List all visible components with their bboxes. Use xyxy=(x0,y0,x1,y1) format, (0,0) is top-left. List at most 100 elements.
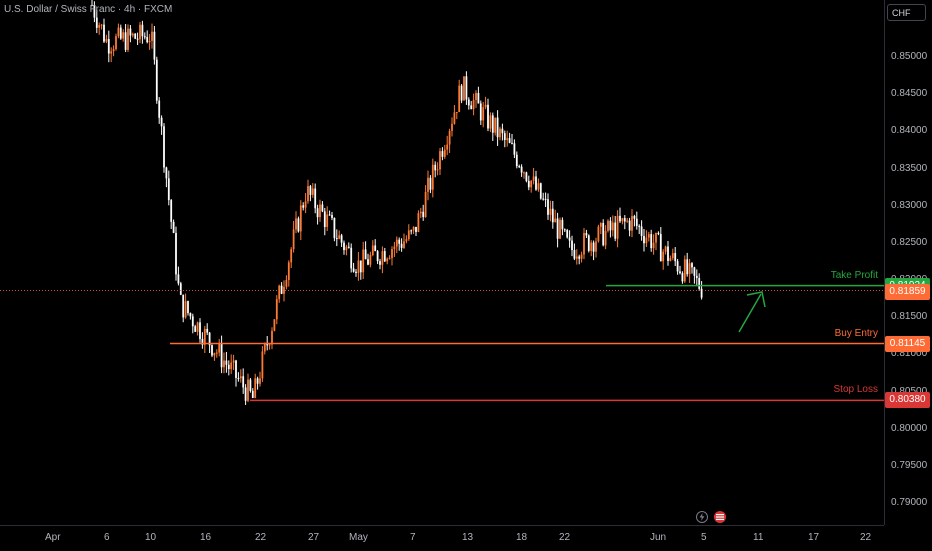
candle-body xyxy=(662,251,665,262)
candle-body xyxy=(203,328,206,345)
candle-body xyxy=(659,234,662,262)
candle-body xyxy=(170,200,173,222)
candle-body xyxy=(669,258,672,261)
candle-body xyxy=(146,37,149,43)
candle-body xyxy=(271,330,273,345)
candle-body xyxy=(328,214,331,216)
candle-body xyxy=(475,92,477,100)
candle-body xyxy=(376,251,379,262)
candle-body xyxy=(335,238,338,240)
time-tick-label: Jun xyxy=(650,532,667,543)
candle-body xyxy=(100,24,103,26)
candle-body xyxy=(585,233,588,236)
candle-body xyxy=(465,76,468,100)
candle-body xyxy=(479,103,482,121)
stop-loss-label[interactable]: Stop Loss xyxy=(833,384,878,396)
us-flag-icon[interactable] xyxy=(714,511,726,523)
candle-body xyxy=(122,32,125,39)
candle-body xyxy=(184,301,187,318)
time-scale[interactable]: Apr 6 10 16 22 27 May 7 13 18 22 Jun 5 11 17 22 xyxy=(0,525,884,551)
candle-body xyxy=(256,378,259,384)
candle-body xyxy=(628,220,631,231)
candle-body xyxy=(695,275,698,278)
candle-body xyxy=(499,128,501,138)
candle-body xyxy=(215,352,218,354)
candle-body xyxy=(633,216,636,219)
candle-body xyxy=(290,249,293,263)
time-tick-label: 6 xyxy=(104,532,110,543)
candle-body xyxy=(292,229,295,250)
candle-body xyxy=(263,344,266,352)
candle-body xyxy=(314,188,317,209)
candle-body xyxy=(655,232,657,243)
price-tick-label: 0.79000 xyxy=(891,497,928,508)
candle-body xyxy=(112,49,115,52)
price-tick-label: 0.82500 xyxy=(891,236,928,248)
candle-body xyxy=(525,172,528,181)
candle-body xyxy=(206,328,209,333)
candle-body xyxy=(537,183,540,190)
candle-body xyxy=(242,376,245,388)
candle-body xyxy=(395,239,398,247)
candle-body xyxy=(595,241,597,252)
price-tick-label: 0.84000 xyxy=(891,125,928,137)
chart-area[interactable]: U.S. Dollar / Swiss Franc · 4h · FXCM xyxy=(0,0,884,525)
candle-body xyxy=(331,215,333,218)
candle-body xyxy=(527,180,530,188)
candle-body xyxy=(664,246,667,252)
candle-body xyxy=(302,205,305,208)
candle-body xyxy=(237,377,240,379)
candle-body xyxy=(611,222,614,231)
candle-body xyxy=(631,216,633,231)
candle-body xyxy=(283,286,285,294)
candle-body xyxy=(278,285,281,300)
time-tick-label: 13 xyxy=(462,532,474,543)
lightning-icon[interactable] xyxy=(696,511,708,523)
candle-body xyxy=(172,221,175,233)
candle-body xyxy=(143,36,146,38)
buy-entry-label[interactable]: Buy Entry xyxy=(834,327,878,339)
currency-button[interactable]: CHF xyxy=(887,4,926,21)
candle-body xyxy=(338,235,341,239)
candle-body xyxy=(134,33,137,39)
time-tick-label: May xyxy=(349,532,368,543)
symbol-title[interactable]: U.S. Dollar / Swiss Franc · 4h · FXCM xyxy=(4,4,173,15)
candle-body xyxy=(683,259,686,282)
candle-body xyxy=(446,144,449,150)
candle-body xyxy=(153,31,156,60)
candle-body xyxy=(657,232,660,235)
candle-body xyxy=(371,245,374,256)
candle-body xyxy=(295,218,297,230)
candle-body xyxy=(388,258,391,260)
candle-body xyxy=(182,294,185,318)
candle-body xyxy=(287,262,290,281)
take-profit-label[interactable]: Take Profit xyxy=(830,269,878,281)
candle-body xyxy=(316,208,319,218)
candle-body xyxy=(220,343,223,368)
candle-body xyxy=(439,151,441,170)
candle-body xyxy=(568,237,571,241)
candle-body xyxy=(110,51,113,54)
candle-body xyxy=(275,299,278,320)
price-chart[interactable] xyxy=(0,0,884,525)
price-scale[interactable]: 0.85000 0.84500 0.84000 0.83500 0.83000 0.825… xyxy=(884,0,932,525)
time-tick-label: 5 xyxy=(701,532,707,543)
candle-body xyxy=(419,211,422,214)
candle-body xyxy=(429,177,432,190)
candle-body xyxy=(268,344,271,346)
candle-body xyxy=(124,32,127,50)
candle-body xyxy=(547,199,549,215)
candle-body xyxy=(597,226,600,242)
candle-body xyxy=(280,285,283,294)
price-tick-label: 0.81000 xyxy=(891,348,928,360)
candle-body xyxy=(297,218,300,232)
candle-body xyxy=(357,260,360,273)
candle-body xyxy=(410,230,413,232)
time-tick-label: 22 xyxy=(255,532,267,543)
candle-body xyxy=(175,232,177,275)
time-tick-label: 18 xyxy=(516,532,528,543)
candle-body xyxy=(415,226,417,232)
candle-body xyxy=(643,235,645,244)
price-tick-label: 0.80500 xyxy=(891,385,928,397)
candle-body xyxy=(443,149,446,157)
